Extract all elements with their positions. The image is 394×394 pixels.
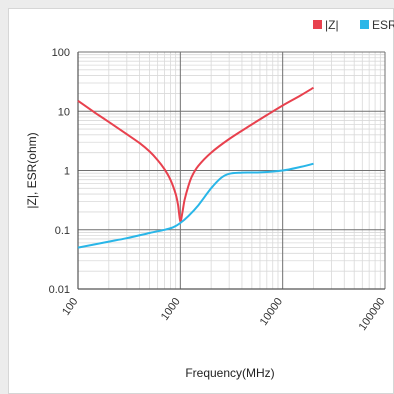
x-tick-label: 10000 bbox=[258, 296, 285, 328]
y-tick-label: 1 bbox=[64, 166, 70, 178]
plot-frame bbox=[77, 52, 385, 290]
series-lines bbox=[77, 86, 315, 249]
x-tick-label: 100000 bbox=[357, 296, 388, 333]
legend: |Z| ESR bbox=[313, 18, 394, 32]
x-tick-label: 1000 bbox=[159, 296, 183, 323]
legend-label: ESR bbox=[372, 18, 394, 32]
grid bbox=[77, 51, 386, 290]
x-tick-labels: 100 1000 10000 100000 bbox=[60, 296, 387, 333]
series-line-esr bbox=[77, 162, 314, 249]
legend-swatch bbox=[313, 20, 322, 29]
legend-label: |Z| bbox=[325, 18, 339, 32]
y-tick-labels: 100 10 1 0.1 0.01 bbox=[49, 47, 70, 296]
y-tick-label: 0.01 bbox=[49, 284, 70, 296]
x-tick-label: 100 bbox=[60, 296, 80, 318]
y-tick-label: 0.1 bbox=[55, 225, 70, 237]
y-tick-label: 10 bbox=[58, 106, 70, 118]
series-line-z bbox=[77, 86, 315, 223]
y-tick-label: 100 bbox=[52, 47, 70, 59]
y-axis-label: |Z|, ESR(ohm) bbox=[25, 132, 39, 208]
legend-swatch bbox=[360, 20, 369, 29]
x-axis-label: Frequency(MHz) bbox=[185, 366, 274, 380]
